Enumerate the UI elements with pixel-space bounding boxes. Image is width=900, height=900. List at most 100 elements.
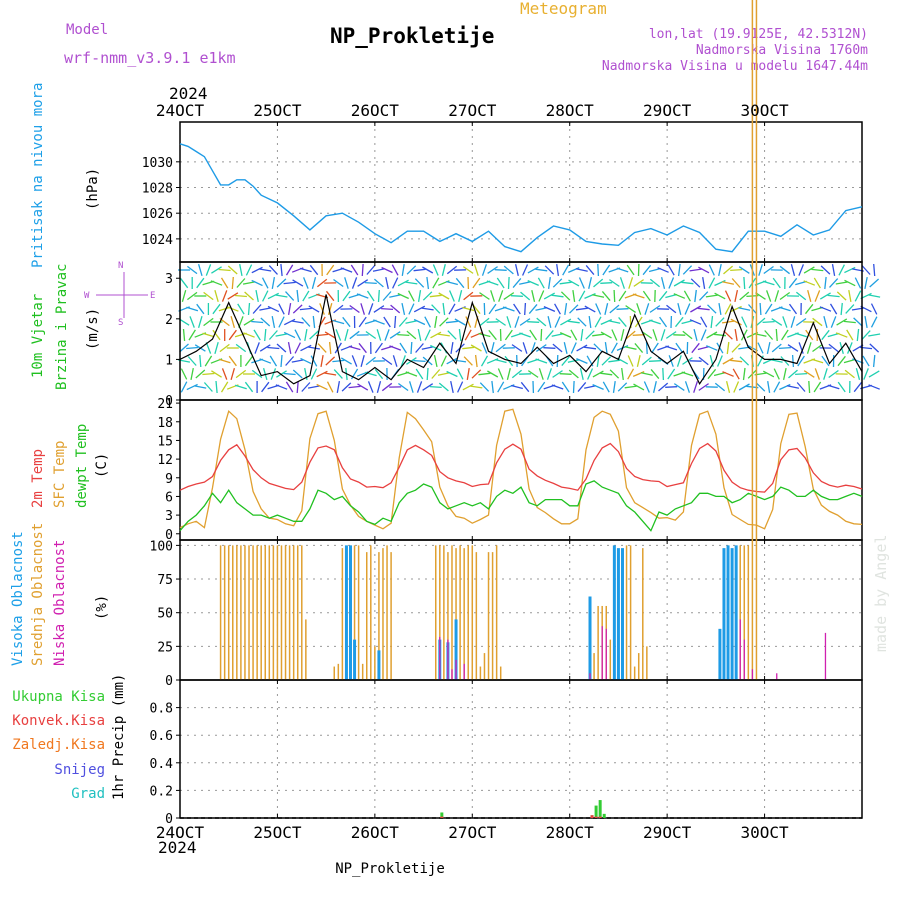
wind-arrow	[360, 355, 365, 367]
wind-arrow	[342, 316, 351, 328]
pressure-line	[179, 143, 863, 253]
wind-arrow	[382, 291, 392, 301]
wind-arrow	[568, 279, 580, 287]
x-tick-label-top: 26OCT	[351, 101, 400, 120]
wind-arrow	[706, 331, 718, 339]
wind-arrow	[234, 384, 247, 390]
wind-arrow	[251, 266, 263, 274]
wind-arrow	[684, 303, 691, 315]
wind-arrow	[819, 292, 831, 300]
wind-arrow	[424, 329, 431, 341]
wind-arrow	[398, 317, 408, 327]
wind-arrow	[831, 263, 836, 277]
wind-arrow	[762, 280, 775, 286]
wind-arrow	[634, 342, 644, 354]
wind-arrow	[790, 264, 796, 276]
wind-arrow	[285, 291, 295, 301]
wind-arrow	[285, 264, 294, 276]
wind-arrow	[236, 278, 246, 288]
wind-arrow	[311, 277, 317, 289]
wind-arrow	[830, 316, 837, 328]
wind-arrow	[618, 316, 627, 328]
wind-arrow	[547, 316, 552, 328]
cloud-ytick-label: 0	[165, 674, 173, 689]
wind-arrow	[536, 317, 547, 327]
wind-arrow	[262, 290, 269, 302]
temp-ytick-label: 18	[157, 416, 173, 431]
wind-arrow	[648, 360, 662, 362]
wind-arrow	[230, 368, 236, 380]
wind-arrow	[690, 278, 701, 288]
wind-arrow	[527, 266, 539, 274]
wind-arrow	[180, 368, 188, 380]
wind-arrow	[636, 355, 641, 367]
wind-arrow	[837, 355, 846, 367]
wind-arrow	[398, 382, 409, 392]
wind-arrow	[713, 333, 726, 337]
wind-arrow	[681, 371, 694, 377]
wind-arrow	[334, 342, 342, 354]
wind-arrow	[235, 369, 247, 379]
compass-e: E	[150, 291, 155, 301]
wind-arrow	[633, 383, 645, 391]
wind-arrow	[567, 320, 580, 324]
wind-arrow	[600, 319, 612, 325]
wind-arrow	[739, 356, 750, 366]
wind-arrow	[221, 290, 228, 302]
wind-arrow	[691, 342, 700, 354]
wind-arrow	[301, 317, 311, 327]
wind-arrow	[600, 282, 613, 284]
wind-arrow	[463, 356, 473, 366]
wind-arrow	[743, 276, 746, 290]
wind-arrow	[844, 279, 856, 287]
wind-arrow	[601, 290, 611, 302]
wind-arrow	[734, 289, 739, 303]
wind-arrow	[438, 292, 450, 300]
wind-arrow	[559, 373, 572, 375]
wind-arrow	[357, 383, 369, 391]
wind-arrow	[385, 276, 389, 290]
wind-arrow	[576, 344, 588, 352]
wind-arrow	[675, 342, 684, 354]
wind-arrow	[870, 316, 878, 328]
pressure-unit: (hPa)	[85, 168, 101, 210]
wind-arrow	[829, 278, 839, 288]
wind-arrow	[613, 289, 616, 303]
wind-arrow	[333, 369, 343, 379]
wind-arrow	[570, 329, 578, 341]
wind-arrow	[267, 346, 280, 350]
wind-arrow	[666, 304, 677, 314]
wind-arrow	[212, 329, 221, 341]
meteogram-label: Meteogram	[520, 0, 607, 18]
wind-arrow	[316, 278, 328, 288]
wind-arrow	[632, 334, 645, 336]
lonlat-text: lon,lat (19.9125E, 42.5312N)	[649, 27, 868, 42]
wind-arrow	[366, 265, 376, 275]
pressure-ytick-label: 1024	[142, 233, 173, 248]
x-tick-label-bottom: 24OCT	[156, 823, 205, 842]
wind-arrow	[612, 381, 616, 393]
wind-arrow	[813, 381, 822, 393]
wind-arrow	[406, 265, 417, 275]
wind-arrow	[446, 357, 458, 365]
wind-arrow	[520, 291, 531, 301]
wind-arrow	[724, 303, 732, 315]
wind-arrow	[430, 344, 442, 352]
wind-arrow	[180, 381, 188, 393]
temp-frame	[179, 399, 863, 541]
wind-arrow	[292, 304, 303, 314]
wind-arrow	[543, 347, 556, 349]
wind-arrow	[531, 290, 536, 302]
altitude-text: Nadmorska Visina 1760m	[696, 43, 868, 58]
wind-arrow	[604, 303, 609, 315]
wind-arrow	[439, 317, 449, 327]
wind-arrow	[739, 291, 750, 301]
wind-arrow	[291, 359, 304, 363]
wind-arrow	[823, 316, 828, 328]
wind-arrow	[559, 281, 572, 285]
wind-arrow	[828, 343, 839, 353]
wind-arrow	[197, 316, 203, 328]
wind-arrow	[861, 330, 871, 340]
wind-arrow	[853, 381, 863, 393]
wind-arrow	[511, 369, 523, 379]
